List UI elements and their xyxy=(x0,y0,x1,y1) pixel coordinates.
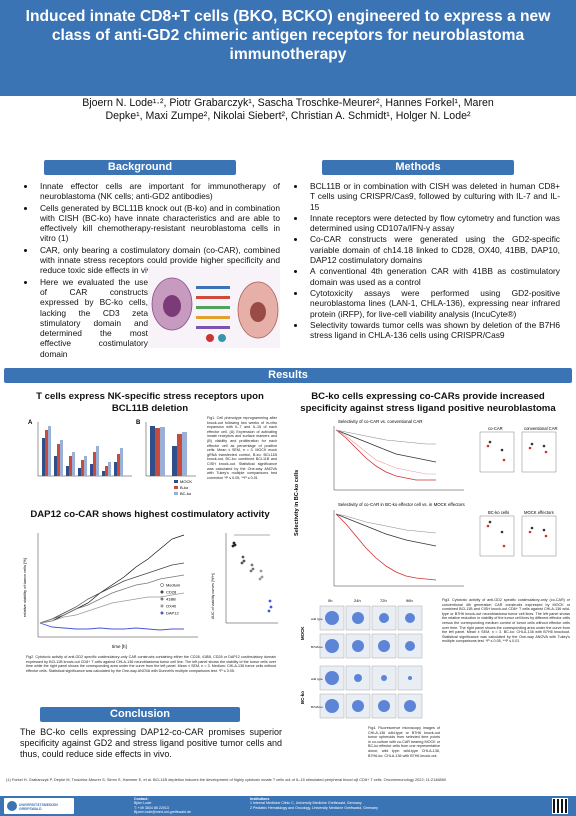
results-heading-left-2: DAP12 co-CAR shows highest costimulatory… xyxy=(30,509,270,520)
methods-item: Co-CAR constructs were generated using t… xyxy=(306,234,560,265)
fig2-auc-y-label: AUC of viability curves [%*h] xyxy=(211,573,215,619)
svg-text:A: A xyxy=(28,420,33,426)
methods-item: A conventional 4th generation CAR with 4… xyxy=(306,266,560,287)
time-col-2: 72h xyxy=(380,598,387,603)
row-label-mock: MOCK xyxy=(300,626,305,640)
legend-ox40: OX40 xyxy=(166,604,177,609)
fig2-viability-chart: relative viability of tumor cells [%] ti… xyxy=(22,533,198,649)
conclusion-text: The BC-ko cells expressing DAP12-co-CAR … xyxy=(20,727,282,759)
row-sub-2: wild type xyxy=(311,677,323,681)
time-col-3: 96h xyxy=(406,598,413,603)
fig4-caption: Fig4. Fluorescence microscopy images of … xyxy=(368,726,440,758)
authors-line-2: Depke¹, Maxi Zumpe², Nikolai Siebert², C… xyxy=(105,110,471,122)
background-list: Innate effector cells are important for … xyxy=(22,181,280,360)
methods-item: Cytotoxicity assays were performed using… xyxy=(306,288,560,319)
legend-dap12: DAP12 xyxy=(166,611,179,616)
contact-phone: T: +49 3834 86 22013 xyxy=(134,805,169,810)
legend-cd28: CD28 xyxy=(166,590,177,595)
results-header: Results xyxy=(4,368,572,383)
legend-bcko: BC-ko xyxy=(180,491,192,496)
logo-mark-icon xyxy=(7,801,17,811)
fig2-caption: Fig2. Cytotoxic activity of anti-GD2 spe… xyxy=(26,655,276,673)
logo-text: UNIVERSITÄTSMEDIZIN GREIFSWALD xyxy=(19,803,58,812)
background-item: CAR, only bearing a costimulatory domain… xyxy=(36,245,280,276)
background-header: Background xyxy=(44,160,236,175)
mini-title-bcko: BC-ko cells xyxy=(488,510,509,515)
legend-41bb: 41BB xyxy=(166,597,176,602)
selectivity-side-label: Selectivity in BC-ko cells xyxy=(294,470,300,536)
fig3-caption: Fig3. Cytotoxic activity of anti-GD2 spe… xyxy=(442,598,570,644)
fig3-selectivity-charts: Selectivity in BC-ko cells Selectivity o… xyxy=(294,419,558,587)
time-col-0: 0h xyxy=(328,598,332,603)
institutions-label: Institutions xyxy=(250,797,270,801)
row-sub-3: B7H6-ko xyxy=(311,705,323,709)
authors-line-1: Bjoern N. Lode¹·², Piotr Grabarczyk¹, Sa… xyxy=(82,97,494,109)
row-sub-0: wild type xyxy=(311,617,323,621)
methods-list: BCL11B or in combination with CISH was d… xyxy=(292,181,560,341)
schematic-illustration xyxy=(148,266,280,348)
background-item: Here we evaluated the use of CAR constru… xyxy=(36,277,148,359)
methods-item: BCL11B or in combination with CISH was d… xyxy=(306,181,560,212)
fig2-legend: Medium CD28 41BB OX40 DAP12 xyxy=(160,583,181,616)
mini-title-mock: MOCK effectors xyxy=(524,510,554,515)
methods-header: Methods xyxy=(322,160,514,175)
row-sub-1: B7H6-ko xyxy=(311,645,323,649)
title-bar: Induced innate CD8+T cells (BKO, BCKO) e… xyxy=(0,0,576,96)
conclusion-header: Conclusion xyxy=(40,707,240,722)
fig2-x-label: time [h] xyxy=(112,644,127,649)
legend-bko: B-ko xyxy=(180,485,189,490)
qr-code-icon xyxy=(552,798,568,814)
institution-1: 1 Internal Medicine Clinic C, University… xyxy=(250,801,362,806)
panel-title-mid: Selectivity of co-CAR in BC-ko effector … xyxy=(338,502,466,507)
institution-2: 2 Pediatric Hematology and Oncology, Uni… xyxy=(250,805,378,810)
fig2-y-label: relative viability of tumor cells [%] xyxy=(22,558,27,617)
legend-mock: MOCK xyxy=(180,479,192,484)
fig4-microscopy-grid: MOCK BC-ko 0h 24h 72h 96h wild type B7H6… xyxy=(300,598,423,719)
legend-medium: Medium xyxy=(166,583,181,588)
contact-label: Contact: xyxy=(134,797,149,801)
poster-title: Induced innate CD8+T cells (BKO, BCKO) e… xyxy=(25,8,551,63)
contact-name: Björn Lode xyxy=(134,801,152,806)
svg-text:B: B xyxy=(136,420,141,426)
background-item: Innate effector cells are important for … xyxy=(36,181,280,202)
footer: UNIVERSITÄTSMEDIZIN GREIFSWALD Contact: … xyxy=(0,796,576,816)
methods-item: Selectivity towards tumor cells was show… xyxy=(306,320,560,341)
authors: Bjoern N. Lode¹·², Piotr Grabarczyk¹, Sa… xyxy=(0,97,576,123)
results-heading-left-1: T cells express NK-specific stress recep… xyxy=(36,391,264,414)
fig1-caption: Fig1. Cell phenotype reprogramming after… xyxy=(207,416,277,480)
institutions-block: Institutions 1 Internal Medicine Clinic … xyxy=(250,797,450,810)
mini-title-cocar: co-CAR xyxy=(488,426,503,431)
panel-title-top: Selectivity of co-CAR vs. conventional C… xyxy=(338,419,422,424)
fig1-legend: MOCK B-ko BC-ko xyxy=(174,479,192,496)
contact-block: Contact: Björn Lode T: +49 3834 86 22013… xyxy=(134,797,214,815)
time-col-1: 24h xyxy=(354,598,361,603)
fig2-auc-chart: AUC of viability curves [%*h] xyxy=(211,533,278,624)
contact-email[interactable]: Bjoern.lode@med.uni-greifswald.de xyxy=(134,810,191,815)
methods-item: Innate receptors were detected by flow c… xyxy=(306,213,560,234)
fig1-bar-chart: A B MOCK B-ko BC-ko xyxy=(28,420,196,496)
results-heading-right-1: BC-ko cells expressing co-CARs provide i… xyxy=(300,391,556,414)
reference: (1) Forkel H, Grabarczyk P, Depke M, Tro… xyxy=(6,777,447,782)
mini-title-conventional: conventional CAR xyxy=(524,426,558,431)
background-item: Cells generated by BCL11B knock out (B-k… xyxy=(36,203,280,244)
row-label-bcko: BC-ko xyxy=(300,691,305,704)
logo-box: UNIVERSITÄTSMEDIZIN GREIFSWALD xyxy=(4,798,74,814)
